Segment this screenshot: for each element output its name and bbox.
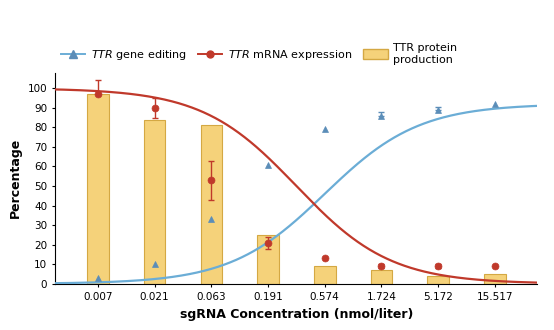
- Bar: [371, 270, 392, 284]
- Y-axis label: Percentage: Percentage: [9, 138, 22, 218]
- Bar: [87, 94, 109, 284]
- X-axis label: sgRNA Concentration (nmol/liter): sgRNA Concentration (nmol/liter): [179, 308, 413, 321]
- Bar: [201, 125, 222, 284]
- Bar: [314, 266, 336, 284]
- Bar: [484, 274, 506, 284]
- Bar: [427, 276, 449, 284]
- Legend: $\it{TTR}$ gene editing, $\it{TTR}$ mRNA expression, TTR protein
production: $\it{TTR}$ gene editing, $\it{TTR}$ mRNA…: [61, 43, 458, 65]
- Bar: [257, 235, 279, 284]
- Bar: [144, 119, 166, 284]
